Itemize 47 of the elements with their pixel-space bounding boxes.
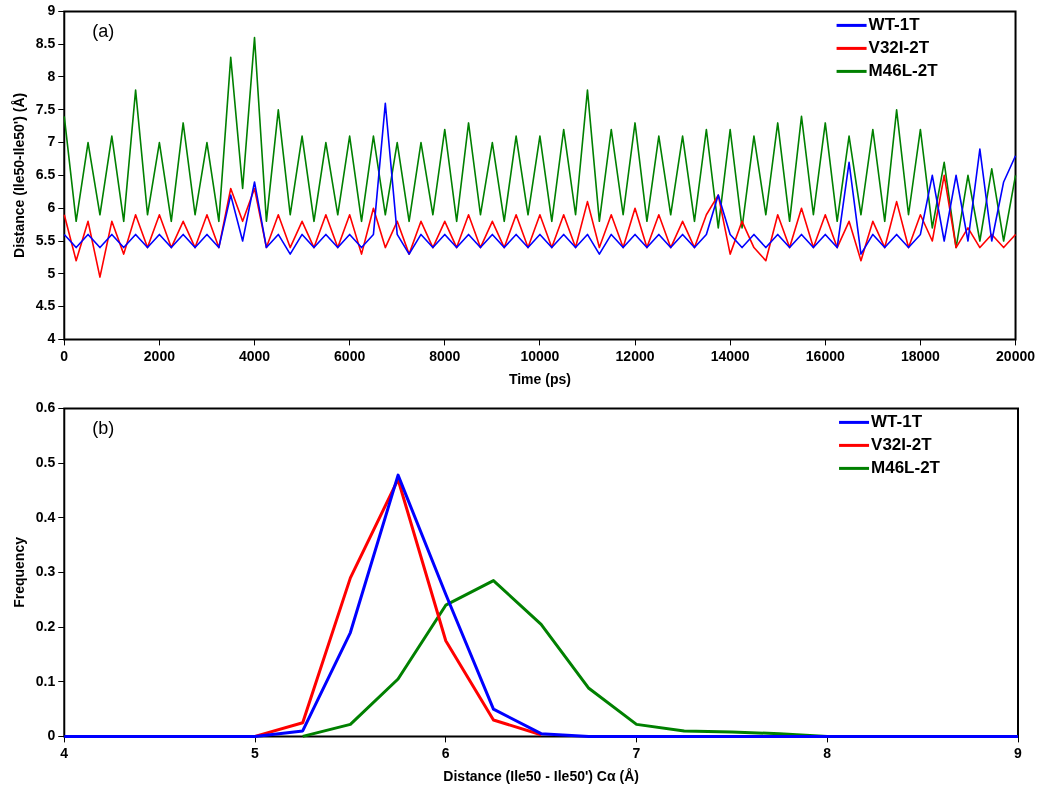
y-tick-label: 4.5 (35, 297, 56, 314)
x-tick-label: 16000 (805, 347, 845, 364)
x-tick-label: 14000 (710, 347, 750, 364)
legend-label: WT-1T (868, 15, 921, 35)
y-tick-label: 6 (47, 199, 56, 216)
y-tick-label: 5.5 (35, 231, 56, 248)
y-tick-label: 7 (47, 133, 56, 150)
y-tick-label: 0.3 (35, 563, 56, 580)
annotation: (b) (92, 418, 115, 439)
x-axis-title: Distance (Ile50 - Ile50') Cα (Å) (443, 768, 639, 785)
x-tick-label: 0 (60, 347, 69, 364)
y-tick-label: 0 (47, 727, 56, 744)
y-tick-label: 4 (47, 330, 56, 347)
legend-label: WT-1T (871, 412, 923, 432)
legend-label: V32I-2T (871, 435, 933, 455)
x-tick-label: 8 (823, 744, 832, 761)
x-tick-label: 6000 (334, 347, 366, 364)
x-tick-label: 4 (60, 744, 69, 761)
y-tick-label: 0.6 (35, 399, 56, 416)
legend-label: M46L-2T (868, 61, 939, 81)
x-tick-label: 8000 (429, 347, 461, 364)
y-tick-label: 6.5 (35, 166, 56, 183)
x-tick-label: 9 (1014, 744, 1023, 761)
x-tick-label: 7 (632, 744, 641, 761)
x-tick-label: 12000 (615, 347, 655, 364)
y-tick-label: 9 (47, 2, 56, 19)
y-tick-label: 5 (47, 264, 56, 281)
y-tick-label: 7.5 (35, 100, 56, 117)
legend-label: M46L-2T (871, 458, 941, 478)
x-tick-label: 4000 (238, 347, 271, 364)
y-tick-label: 0.5 (35, 453, 56, 470)
x-axis-title: Time (ps) (508, 371, 571, 388)
y-tick-label: 0.2 (35, 617, 56, 634)
x-tick-label: 18000 (900, 347, 941, 364)
x-tick-label: 6 (441, 744, 450, 761)
y-tick-label: 8 (47, 67, 56, 84)
x-tick-label: 5 (251, 744, 260, 761)
legend-label: V32I-2T (868, 38, 930, 58)
x-tick-label: 20000 (996, 347, 1036, 364)
y-axis-title: Distance (Ile50-Ile50') (Å) (11, 92, 28, 258)
x-tick-label: 2000 (143, 347, 176, 364)
y-tick-label: 0.1 (35, 672, 56, 689)
annotation: (a) (92, 21, 115, 42)
y-tick-label: 0.4 (35, 508, 56, 525)
x-tick-label: 10000 (520, 347, 560, 364)
y-tick-label: 8.5 (35, 35, 56, 52)
y-axis-title: Frequency (11, 536, 28, 608)
